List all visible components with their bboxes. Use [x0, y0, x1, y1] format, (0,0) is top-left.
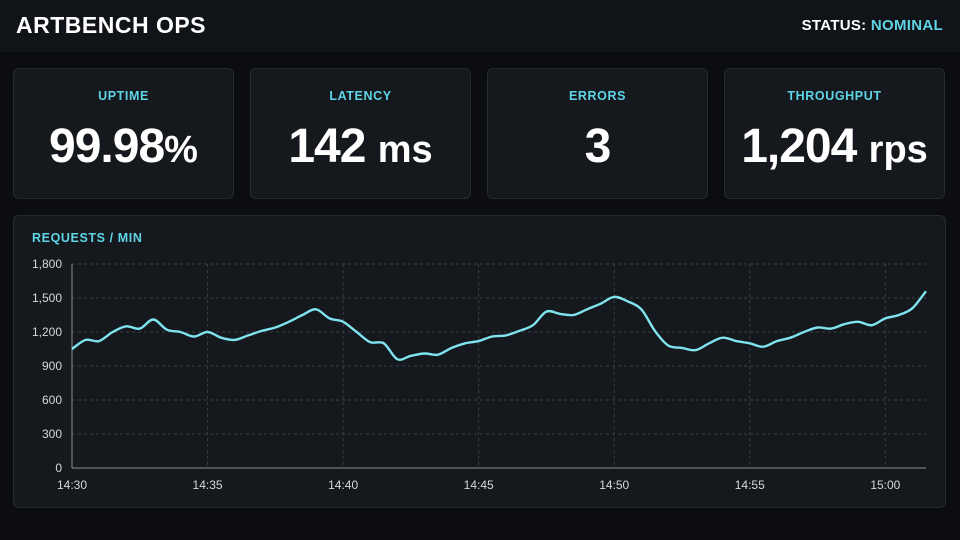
system-status: STATUS: NOMINAL: [802, 17, 943, 34]
metric-label: ERRORS: [568, 89, 627, 103]
x-tick-label: 14:55: [735, 478, 765, 492]
metric-value: 3: [488, 119, 707, 175]
status-label: STATUS:: [801, 17, 867, 34]
app-title: ARTBENCH OPS: [16, 12, 207, 38]
metric-card-uptime: UPTIME 99.98%: [13, 68, 234, 199]
metric-value: 142 ms: [251, 119, 470, 178]
y-tick-label: 0: [55, 461, 62, 475]
y-tick-label: 900: [42, 359, 62, 373]
y-tick-label: 1,500: [32, 291, 62, 305]
metric-label: THROUGHPUT: [787, 89, 882, 103]
metric-label: UPTIME: [98, 89, 149, 103]
y-tick-label: 600: [42, 393, 62, 407]
chart-title: REQUESTS / MIN: [32, 231, 143, 245]
metric-value: 99.98%: [14, 119, 233, 178]
metric-card-latency: LATENCY 142 ms: [250, 68, 471, 199]
metric-card-errors: ERRORS 3: [487, 68, 708, 199]
metric-unit: ms: [377, 129, 433, 171]
status-value: NOMINAL: [870, 17, 943, 34]
x-tick-label: 15:00: [870, 478, 900, 492]
y-tick-label: 300: [42, 427, 62, 441]
metric-number: 1,204: [741, 120, 857, 173]
metric-label: LATENCY: [329, 89, 392, 103]
x-tick-label: 14:50: [599, 478, 629, 492]
metric-unit: rps: [868, 129, 928, 171]
metric-number: 3: [584, 120, 612, 173]
requests-line-chart: 0 300 600 900 1,200 1,500 1,800 14:30 14:35 14:40…: [32, 257, 927, 492]
y-tick-label: 1,200: [32, 325, 62, 339]
x-tick-label: 14:35: [193, 478, 223, 492]
metric-number: 99.98: [49, 120, 165, 173]
metric-number: 142: [288, 120, 366, 173]
requests-chart-panel: REQUESTS / MIN 0 300 600 900 1,200 1,500 1,800…: [13, 215, 946, 508]
metric-value: 1,204 rps: [725, 119, 944, 178]
x-tick-label: 14:45: [464, 478, 494, 492]
y-tick-label: 1,800: [32, 257, 62, 271]
x-tick-label: 14:30: [57, 478, 87, 492]
x-tick-label: 14:40: [328, 478, 358, 492]
metric-card-throughput: THROUGHPUT 1,204 rps: [724, 68, 945, 199]
metric-unit: %: [164, 129, 198, 171]
top-bar: ARTBENCH OPS STATUS: NOMINAL: [0, 0, 960, 52]
requests-series-line: [71, 290, 927, 361]
